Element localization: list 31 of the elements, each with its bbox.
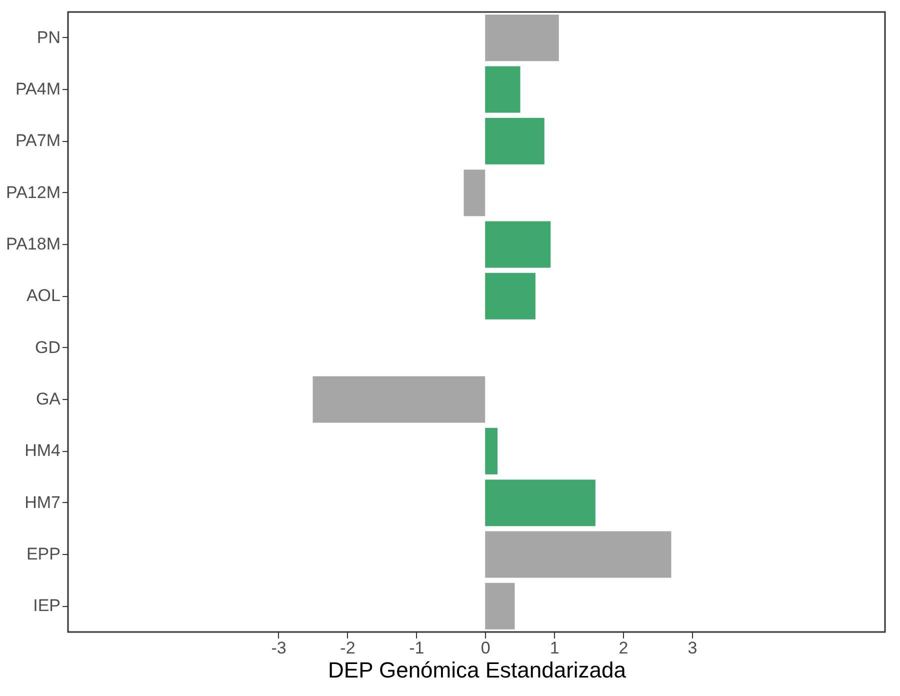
x-tick-label: -2 <box>340 638 356 658</box>
bar <box>485 582 515 630</box>
bar <box>312 376 486 423</box>
x-tick-label: -3 <box>271 638 286 658</box>
y-tick-label: PA12M <box>6 182 60 202</box>
y-tick-label: GA <box>36 390 62 408</box>
y-tick-label: EPP <box>26 544 60 564</box>
bar <box>464 170 486 216</box>
y-tick-label: PA4M <box>15 80 60 98</box>
bar <box>485 221 551 268</box>
x-tick-label: 2 <box>618 638 628 658</box>
bar <box>485 480 596 526</box>
y-tick-label: HM7 <box>24 492 60 512</box>
y-tick-label: AOL <box>26 286 60 306</box>
y-tick-label: PA18M <box>6 234 60 254</box>
bar <box>485 428 498 474</box>
bar <box>485 14 559 62</box>
bar <box>485 272 536 320</box>
x-axis-title: DEP Genómica Estandarizada <box>328 658 627 682</box>
y-tick-label: GD <box>35 338 60 357</box>
x-tick-label: 0 <box>480 638 490 658</box>
bar <box>485 66 520 113</box>
y-tick-label: IEP <box>33 596 60 616</box>
x-tick-label: 3 <box>688 638 698 658</box>
x-tick-label: -1 <box>409 638 424 658</box>
y-tick-label: PA7M <box>15 131 60 150</box>
bar <box>485 531 672 578</box>
y-tick-label: HM4 <box>24 441 60 460</box>
bar <box>485 118 544 164</box>
x-tick-label: 1 <box>550 638 560 658</box>
y-tick-label: PN <box>36 28 60 47</box>
